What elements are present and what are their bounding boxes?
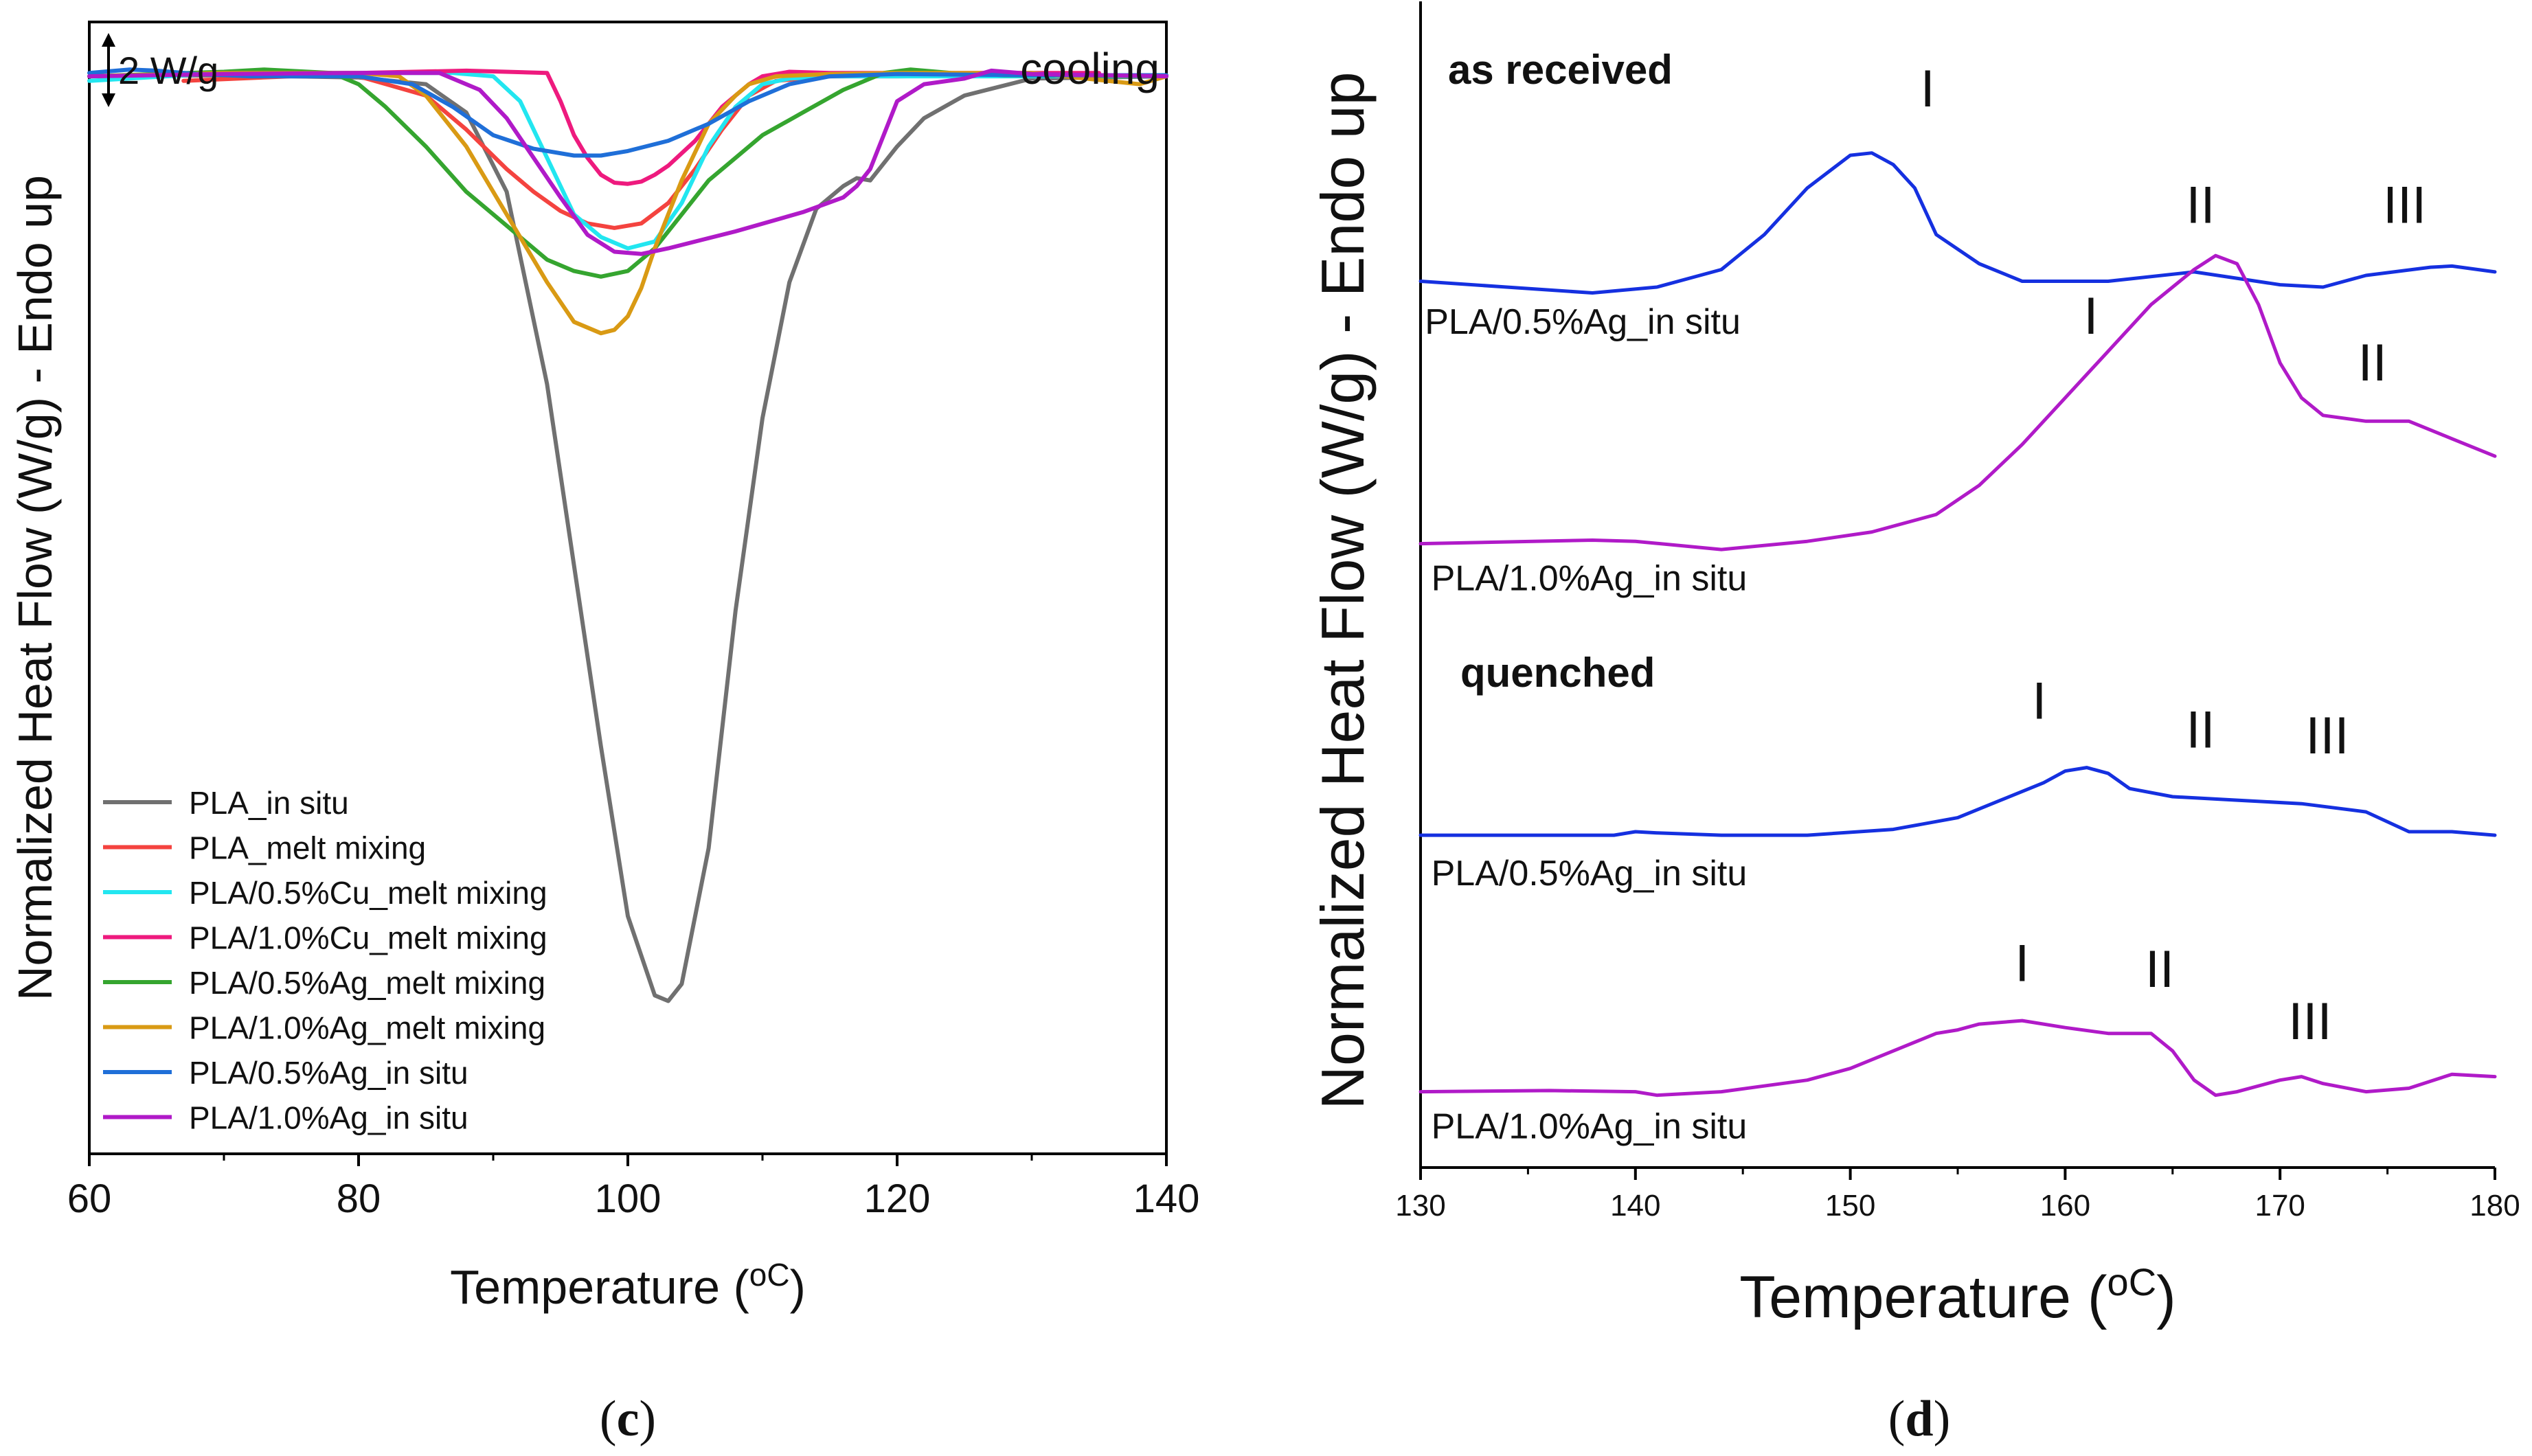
peak-label-ii: II — [2186, 701, 2215, 760]
panel-d-series — [1418, 151, 2497, 1097]
panel-c-y-axis-label: Normalized Heat Flow (W/g) - Endo up — [8, 175, 62, 1001]
panel-c-caption: (c) — [600, 1391, 656, 1447]
curve-label-pla-1-0-ag-in-situ: PLA/1.0%Ag_in situ — [1432, 558, 1748, 598]
panel-d-x-tick-label: 170 — [2254, 1189, 2305, 1222]
panel-d-y-axis-label: Normalized Heat Flow (W/g) - Endo up — [1309, 71, 1377, 1109]
panel-c-x-tick-label: 60 — [67, 1176, 112, 1221]
panel-d-group-quenched: quenched — [1460, 650, 1655, 696]
legend-label-pla-0-5-ag-melt-mixing: PLA/0.5%Ag_melt mixing — [189, 965, 545, 1001]
legend-label-pla-melt-mixing: PLA_melt mixing — [189, 830, 426, 866]
panel-c-x-tick-label: 120 — [864, 1176, 931, 1221]
panel-d-x-tick-label: 180 — [2469, 1189, 2520, 1222]
panel-c-series-pla-1-0-ag-in-situ — [87, 68, 1168, 256]
panel-c-scale-bar-label: 2 W/g — [118, 49, 218, 92]
panel-c-x-tick-label: 140 — [1133, 1176, 1200, 1221]
legend-label-pla-1-0-ag-in-situ: PLA/1.0%Ag_in situ — [189, 1100, 468, 1136]
panel-c-series-pla-1-0-cu-melt-mixing — [87, 68, 1101, 186]
legend-label-pla-in-situ: PLA_in situ — [189, 785, 349, 821]
legend-label-pla-1-0-ag-melt-mixing: PLA/1.0%Ag_melt mixing — [189, 1010, 545, 1046]
panel-d-curve-labels: PLA/0.5%Ag_in situ PLA/1.0%Ag_in situ PLA/… — [1425, 302, 1747, 1147]
legend-label-pla-0-5-ag-in-situ: PLA/0.5%Ag_in situ — [189, 1055, 468, 1091]
panel-d-caption: (d) — [1888, 1391, 1950, 1447]
peak-label-i: I — [2015, 934, 2029, 992]
panel-d-group-as-received: as received — [1448, 47, 1673, 93]
panel-c-scale-bar: 2 W/g — [102, 33, 218, 107]
legend-label-pla-0-5-cu-melt-mixing: PLA/0.5%Cu_melt mixing — [189, 875, 547, 911]
legend-label-pla-1-0-cu-melt-mixing: PLA/1.0%Cu_melt mixing — [189, 920, 547, 956]
curve-label-pla-1-0-ag-in-situ: PLA/1.0%Ag_in situ — [1432, 1107, 1748, 1147]
panel-d-x-tick-label: 140 — [1610, 1189, 1660, 1222]
panel-c-series-pla-0-5-ag-in-situ — [87, 67, 1168, 158]
panel-c-cooling-label: cooling — [1020, 44, 1160, 93]
panel-c-series-pla-in-situ — [87, 73, 1168, 1003]
panel-d-x-ticks: 130 140 150 160 170 180 — [1395, 1168, 2520, 1222]
panel-c-series-pla-0-5-ag-melt-mixing — [87, 67, 1168, 279]
panel-d-series-pla-0-5-ag-in-situ-as-received — [1418, 151, 2497, 295]
peak-label-iii: III — [2383, 177, 2426, 235]
panel-c-series-pla-0-5-cu-melt-mixing — [87, 71, 1168, 251]
panel-d-x-tick-label: 150 — [1825, 1189, 1875, 1222]
peak-label-iii: III — [2288, 992, 2331, 1051]
panel-c-x-axis-label: Temperature (oC) — [450, 1257, 806, 1314]
panel-d-x-axis-label: Temperature (oC) — [1739, 1260, 2176, 1330]
panel-c-series-pla-1-0-ag-melt-mixing — [87, 71, 1168, 336]
panel-c-x-tick-label: 80 — [337, 1176, 381, 1221]
panel-d-series-pla-1-0-ag-in-situ-as-received — [1418, 253, 2497, 551]
peak-label-i: I — [2083, 287, 2098, 345]
panel-d-series-pla-1-0-ag-in-situ-quenched — [1418, 1019, 2497, 1097]
panel-c: 60 80 100 120 140 2 W/g cooling PLA_in situP… — [8, 21, 1200, 1447]
peak-label-i: I — [2032, 672, 2046, 730]
panel-d-x-tick-label: 130 — [1395, 1189, 1445, 1222]
peak-label-ii: II — [2145, 940, 2174, 999]
curve-label-pla-0-5-ag-in-situ: PLA/0.5%Ag_in situ — [1425, 302, 1741, 342]
panel-c-x-ticks: 60 80 100 120 140 — [67, 1154, 1200, 1221]
panel-c-series — [87, 67, 1168, 1003]
peak-label-i: I — [1921, 60, 1935, 118]
peak-label-ii: II — [2358, 334, 2387, 392]
panel-c-legend: PLA_in situ PLA_melt mixing PLA/0.5%Cu_mel… — [103, 785, 547, 1136]
panel-d-series-pla-0-5-ag-in-situ-quenched — [1418, 766, 2497, 837]
panel-d-x-tick-label: 160 — [2040, 1189, 2090, 1222]
curve-label-pla-0-5-ag-in-situ: PLA/0.5%Ag_in situ — [1432, 854, 1748, 894]
peak-label-ii: II — [2186, 177, 2215, 235]
peak-label-iii: III — [2305, 707, 2349, 765]
panel-c-x-tick-label: 100 — [595, 1176, 662, 1221]
panel-c-series-pla-melt-mixing — [181, 73, 1168, 230]
